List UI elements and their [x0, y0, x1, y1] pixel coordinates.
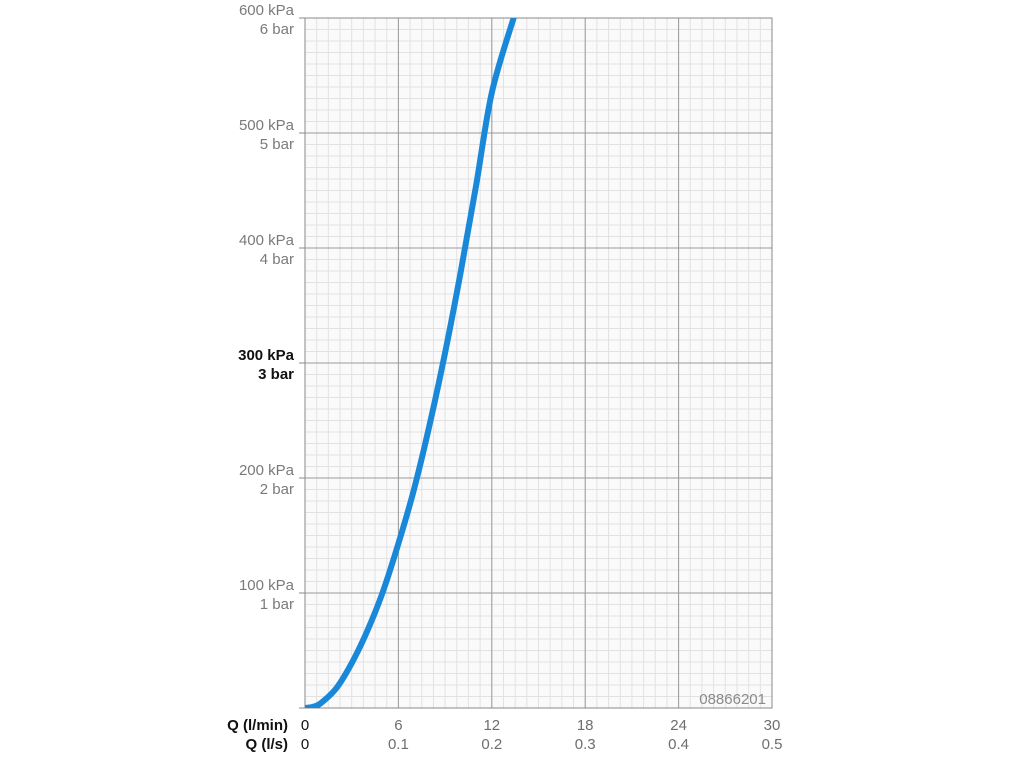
y-tick-label-kpa: 500 kPa [239, 117, 295, 134]
x-axis-title: Q (l/s) [245, 736, 288, 753]
x-tick-label: 0.3 [575, 736, 596, 753]
x-tick-label: 0 [301, 717, 309, 734]
product-code: 08866201 [699, 691, 766, 708]
y-tick-label-bar: 3 bar [258, 366, 294, 383]
x-tick-label: 12 [483, 717, 500, 734]
y-tick-label-bar: 4 bar [260, 251, 294, 268]
y-tick-label-bar: 5 bar [260, 136, 294, 153]
x-tick-label: 18 [577, 717, 594, 734]
x-axis-labels: Q (l/min) 0 6 12 18 24 30 Q (l/s) 0 0.1 0.2 0.3 0.4 0… [227, 717, 782, 753]
y-axis-labels: 600 kPa 6 bar 500 kPa 5 bar 400 kPa 4 bar 300 … [238, 2, 295, 613]
curve-layer [305, 18, 517, 708]
x-tick-label: 0.2 [481, 736, 502, 753]
x-axis-title: Q (l/min) [227, 717, 288, 734]
y-tick-label-kpa: 400 kPa [239, 232, 295, 249]
x-tick-label: 0 [301, 736, 309, 753]
x-tick-label: 0.1 [388, 736, 409, 753]
y-tick-label-bar: 6 bar [260, 21, 294, 38]
y-tick-label-bar: 2 bar [260, 481, 294, 498]
x-tick-label: 24 [670, 717, 687, 734]
x-tick-label: 0.5 [762, 736, 783, 753]
y-tick-label-bar: 1 bar [260, 596, 294, 613]
pressure-curve-line [305, 18, 517, 708]
y-tick-label-kpa: 200 kPa [239, 462, 295, 479]
x-tick-label: 6 [394, 717, 402, 734]
grid [299, 17, 773, 709]
y-tick-label-kpa: 100 kPa [239, 577, 295, 594]
y-tick-label-kpa: 600 kPa [239, 2, 295, 19]
y-tick-label-kpa: 300 kPa [238, 347, 295, 364]
x-tick-label: 0.4 [668, 736, 689, 753]
x-tick-label: 30 [764, 717, 781, 734]
